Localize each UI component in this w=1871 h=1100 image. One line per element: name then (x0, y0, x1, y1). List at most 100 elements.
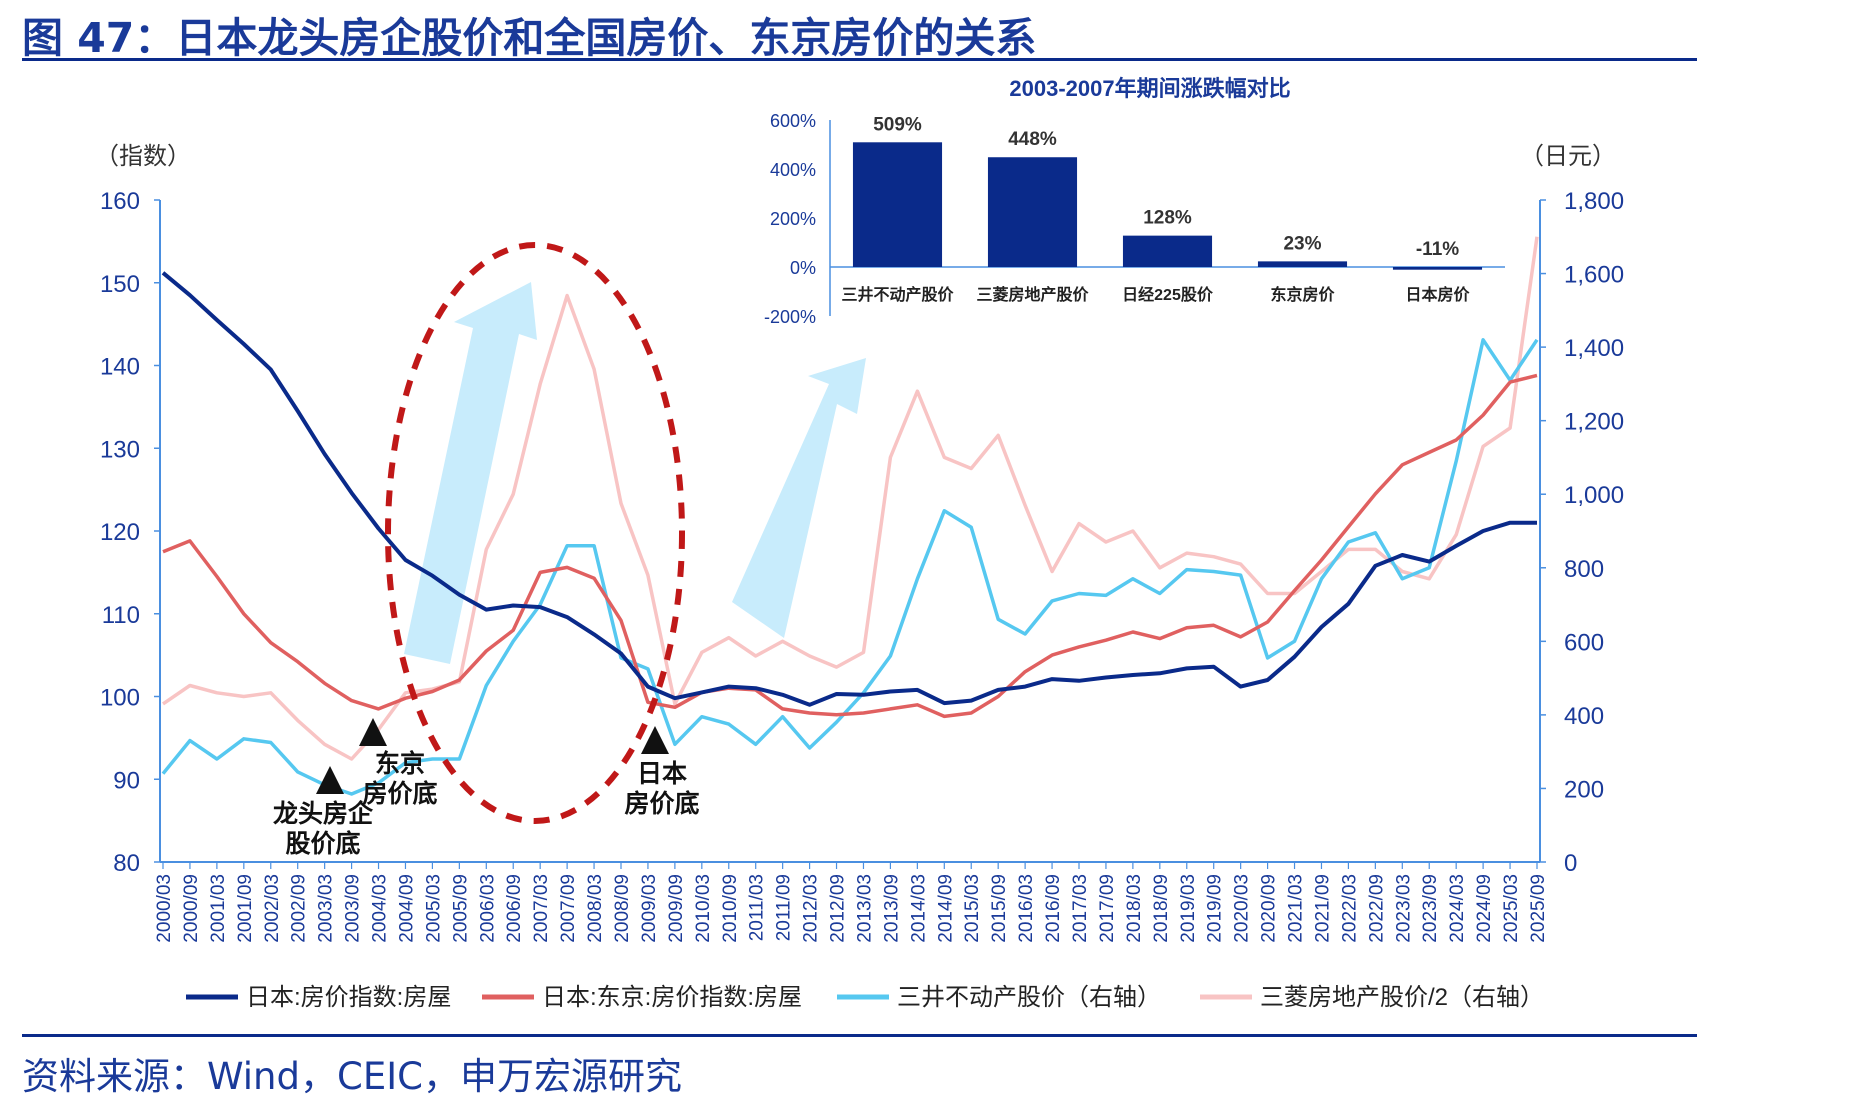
right-tick-label: 1,800 (1564, 188, 1624, 215)
series-line-tokyo (162, 373, 1538, 719)
inset-tick-label: 600% (770, 111, 816, 131)
x-tick-label: 2011/09 (774, 874, 795, 941)
right-tick-label: 200 (1564, 776, 1604, 803)
x-tick-label: 2020/03 (1232, 874, 1253, 943)
x-tick-label: 2013/03 (854, 874, 875, 943)
x-tick-label: 2004/03 (370, 874, 391, 943)
annotation-japan-bottom-line2: 房价底 (624, 789, 699, 818)
x-tick-label: 2003/09 (343, 874, 364, 943)
trend-arrow-1 (404, 282, 537, 664)
x-tick-label: 2015/09 (989, 874, 1010, 943)
x-tick-label: 2016/09 (1043, 874, 1064, 943)
x-tick-label: 2019/03 (1178, 874, 1199, 943)
source-note: 资料来源：Wind，CEIC，申万宏源研究 (22, 1055, 682, 1098)
x-tick-label: 2024/09 (1474, 874, 1495, 943)
left-tick-label: 80 (113, 850, 140, 877)
left-tick-label: 110 (102, 602, 140, 629)
left-tick-label: 120 (100, 519, 140, 546)
x-tick-label: 2006/09 (504, 874, 525, 943)
inset-bar-value: 23% (1283, 233, 1321, 254)
x-tick-label: 2018/09 (1151, 874, 1172, 943)
series-line-japan (161, 271, 1537, 707)
x-tick-label: 2017/09 (1097, 874, 1118, 943)
inset-bar (852, 142, 943, 267)
bottom-marker-japan (641, 726, 669, 754)
left-tick-label: 90 (113, 767, 140, 794)
right-tick-label: 1,600 (1564, 262, 1624, 289)
right-axis-unit: （日元） (1520, 143, 1616, 170)
x-tick-label: 2001/03 (208, 874, 229, 943)
inset-tick-label: 0% (790, 258, 816, 278)
inset-category-label: 东京房价 (1270, 285, 1335, 304)
x-tick-label: 2025/03 (1501, 874, 1522, 943)
inset-bar-value: 128% (1143, 208, 1192, 229)
source-rule (22, 1034, 1697, 1037)
x-tick-label: 2015/03 (962, 874, 983, 943)
x-tick-label: 2010/09 (720, 874, 741, 943)
trend-arrow-2 (732, 358, 866, 638)
x-tick-label: 2007/03 (531, 874, 552, 943)
right-tick-label: 1,200 (1564, 409, 1624, 436)
right-tick-label: 0 (1564, 850, 1577, 877)
x-tick-label: 2007/09 (558, 874, 579, 943)
x-tick-label: 2019/09 (1205, 874, 1226, 943)
right-tick-label: 1,400 (1564, 335, 1624, 362)
inset-bar (1122, 235, 1213, 267)
inset-tick-label: 200% (770, 209, 816, 229)
left-tick-label: 130 (100, 436, 140, 463)
x-tick-label: 2018/03 (1124, 874, 1145, 943)
legend-label-tokyo: 日本:东京:房价指数:房屋 (542, 984, 802, 1011)
inset-tick-label: -200% (764, 307, 816, 327)
inset-category-label: 三菱房地产股价 (976, 285, 1089, 304)
inset-bar (1257, 261, 1348, 267)
x-tick-label: 2024/03 (1447, 874, 1468, 943)
x-tick-label: 2011/03 (747, 874, 768, 941)
x-tick-label: 2001/09 (235, 874, 256, 943)
annotation-stock-bottom-line1: 龙头房企 (273, 799, 374, 828)
inset-category-label: 三井不动产股价 (841, 285, 954, 304)
inset-category-label: 日经225股价 (1122, 285, 1214, 304)
right-tick-label: 1,000 (1564, 482, 1624, 509)
x-tick-label: 2017/03 (1070, 874, 1091, 943)
x-tick-label: 2012/03 (801, 874, 822, 943)
legend-label-mitsui: 三井不动产股价（右轴） (897, 984, 1161, 1011)
x-tick-label: 2021/03 (1286, 874, 1307, 943)
annotation-stock-bottom-line2: 股价底 (285, 829, 360, 858)
x-tick-label: 2009/03 (639, 874, 660, 943)
x-tick-label: 2023/03 (1393, 874, 1414, 943)
x-tick-label: 2013/09 (881, 874, 902, 943)
x-tick-label: 2009/09 (666, 874, 687, 943)
x-tick-label: 2005/03 (423, 874, 444, 943)
x-tick-label: 2025/09 (1528, 874, 1549, 943)
inset-title: 2003-2007年期间涨跌幅对比 (1009, 76, 1290, 101)
annotation-tokyo-bottom-line1: 东京 (375, 749, 425, 778)
left-tick-label: 100 (100, 685, 140, 712)
annotation-japan-bottom-line1: 日本 (637, 760, 687, 788)
bottom-marker-tokyo (359, 718, 387, 746)
x-tick-label: 2002/09 (289, 874, 310, 943)
left-axis-unit: （指数） (95, 143, 191, 170)
x-tick-label: 2008/03 (585, 874, 606, 943)
left-tick-label: 160 (100, 188, 140, 215)
x-tick-label: 2014/09 (935, 874, 956, 943)
x-tick-label: 2020/09 (1259, 874, 1280, 943)
x-tick-label: 2003/03 (316, 874, 337, 943)
x-tick-label: 2004/09 (396, 874, 417, 943)
left-tick-label: 140 (100, 354, 140, 381)
x-tick-label: 2016/03 (1016, 874, 1037, 943)
x-tick-label: 2012/09 (828, 874, 849, 943)
x-tick-label: 2010/03 (693, 874, 714, 943)
inset-bar-value: 509% (873, 114, 922, 135)
x-tick-label: 2014/03 (908, 874, 929, 943)
bottom-marker-stock (316, 766, 344, 794)
inset-tick-label: 400% (770, 160, 816, 180)
inset-category-label: 日本房价 (1405, 285, 1470, 304)
highlight-ellipse (385, 242, 685, 824)
x-tick-label: 2022/09 (1366, 874, 1387, 943)
left-tick-label: 150 (100, 271, 140, 298)
inset-bar-value: -11% (1416, 239, 1459, 260)
legend-label-japan: 日本:房价指数:房屋 (246, 984, 451, 1011)
legend-label-mitsubishi: 三菱房地产股价/2（右轴） (1260, 984, 1544, 1011)
right-tick-label: 800 (1564, 556, 1604, 583)
